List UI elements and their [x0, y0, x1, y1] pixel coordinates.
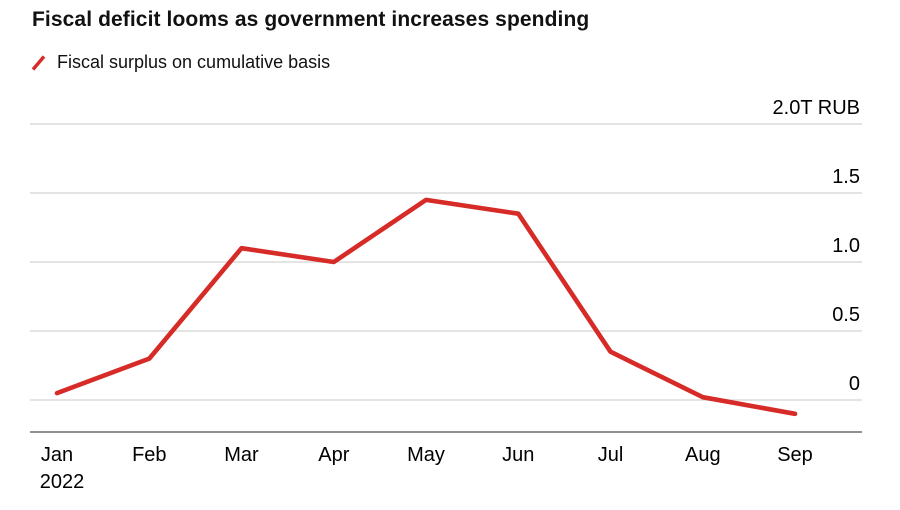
y-tick-label: 2.0T RUB [773, 97, 860, 119]
x-tick-label: Feb [132, 444, 166, 466]
chart-legend: Fiscal surplus on cumulative basis [30, 52, 330, 73]
series-line [54, 197, 798, 417]
x-tick-label: Aug [685, 444, 721, 466]
x-tick-label: Jan [41, 444, 73, 466]
legend-label: Fiscal surplus on cumulative basis [57, 52, 331, 72]
legend-slash-icon [31, 54, 46, 71]
y-tick-label: 1.5 [832, 166, 860, 188]
x-tick-label: Jun [502, 444, 534, 466]
x-year-label: 2022 [40, 471, 85, 493]
x-tick-label: May [407, 444, 445, 466]
y-tick-label: 0.5 [832, 304, 860, 326]
y-tick-label: 1.0 [832, 235, 860, 257]
x-tick-label: Jul [598, 444, 624, 466]
y-tick-label: 0 [849, 373, 860, 395]
chart-title: Fiscal deficit looms as government incre… [32, 8, 590, 31]
x-tick-label: Apr [318, 444, 349, 466]
x-tick-label: Mar [224, 444, 259, 466]
x-tick-label: Sep [777, 444, 813, 466]
